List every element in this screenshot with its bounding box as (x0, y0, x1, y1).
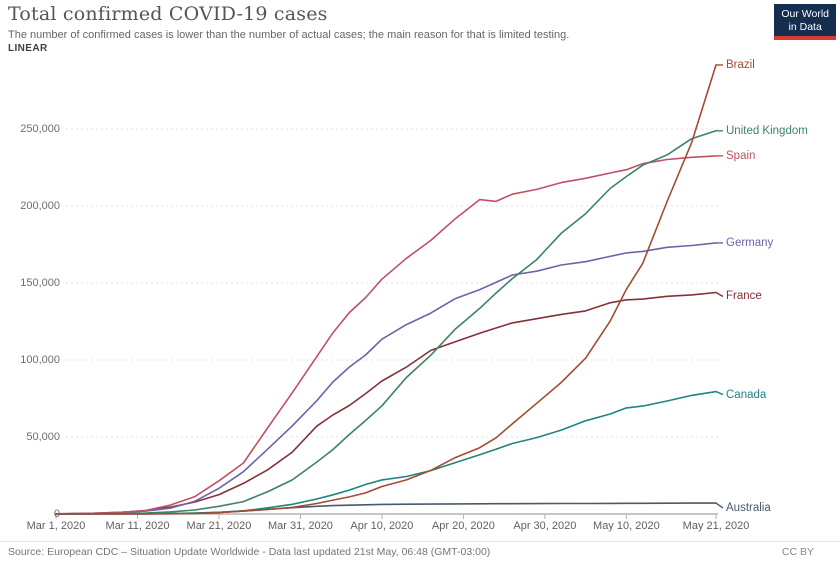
x-axis-tick-label: Apr 10, 2020 (350, 520, 414, 532)
entity-label-brazil[interactable]: Brazil (726, 58, 755, 71)
series-line-canada (55, 390, 717, 515)
y-axis-tick-label: 150,000 (20, 277, 60, 289)
series-line-france (55, 291, 717, 515)
entity-label-australia[interactable]: Australia (726, 502, 771, 515)
y-axis-tick-label: 250,000 (20, 123, 60, 135)
x-axis-tick-label: May 10, 2020 (593, 520, 660, 532)
series-label-connector-canada (715, 390, 724, 396)
chart-subtitle: The number of confirmed cases is lower t… (8, 29, 570, 41)
entity-label-spain[interactable]: Spain (726, 149, 756, 162)
x-axis-tick-label: Mar 21, 2020 (186, 520, 252, 532)
x-axis-tick-label: May 21, 2020 (682, 520, 750, 532)
series-line-germany (55, 242, 717, 515)
entity-label-canada[interactable]: Canada (726, 388, 767, 401)
series-line-brazil (55, 64, 717, 515)
source-note: Source: European CDC – Situation Update … (8, 546, 491, 558)
series-label-connector-australia (715, 502, 724, 509)
entity-label-united-kingdom[interactable]: United Kingdom (726, 124, 808, 137)
entity-label-france[interactable]: France (726, 290, 762, 303)
series-line-spain (55, 155, 717, 515)
license-link[interactable]: CC BY (781, 546, 814, 558)
chart-footer: Source: European CDC – Situation Update … (0, 541, 840, 564)
series-label-connector-france (715, 291, 724, 298)
x-axis-tick-label: Mar 1, 2020 (26, 520, 86, 532)
linear-scale-toggle[interactable]: LINEAR (8, 43, 48, 54)
y-axis-tick-label: 100,000 (20, 354, 60, 366)
x-axis-tick-label: Apr 20, 2020 (431, 520, 495, 532)
y-axis-tick-label: 0 (53, 508, 60, 520)
owid-logo[interactable]: Our World in Data (774, 4, 836, 40)
x-axis-tick-label: Mar 31, 2020 (268, 520, 333, 532)
entity-label-germany[interactable]: Germany (726, 236, 774, 249)
x-axis-tick-label: Apr 30, 2020 (513, 520, 577, 532)
x-axis-tick-label: Mar 11, 2020 (105, 520, 170, 532)
owid-logo-line1: Our World (781, 8, 829, 20)
chart-title: Total confirmed COVID-19 cases (8, 3, 328, 25)
y-axis-tick-label: 200,000 (20, 200, 60, 212)
y-axis-tick-label: 50,000 (26, 431, 60, 443)
owid-logo-line2: in Data (788, 20, 822, 33)
series-line-united-kingdom (55, 130, 717, 515)
